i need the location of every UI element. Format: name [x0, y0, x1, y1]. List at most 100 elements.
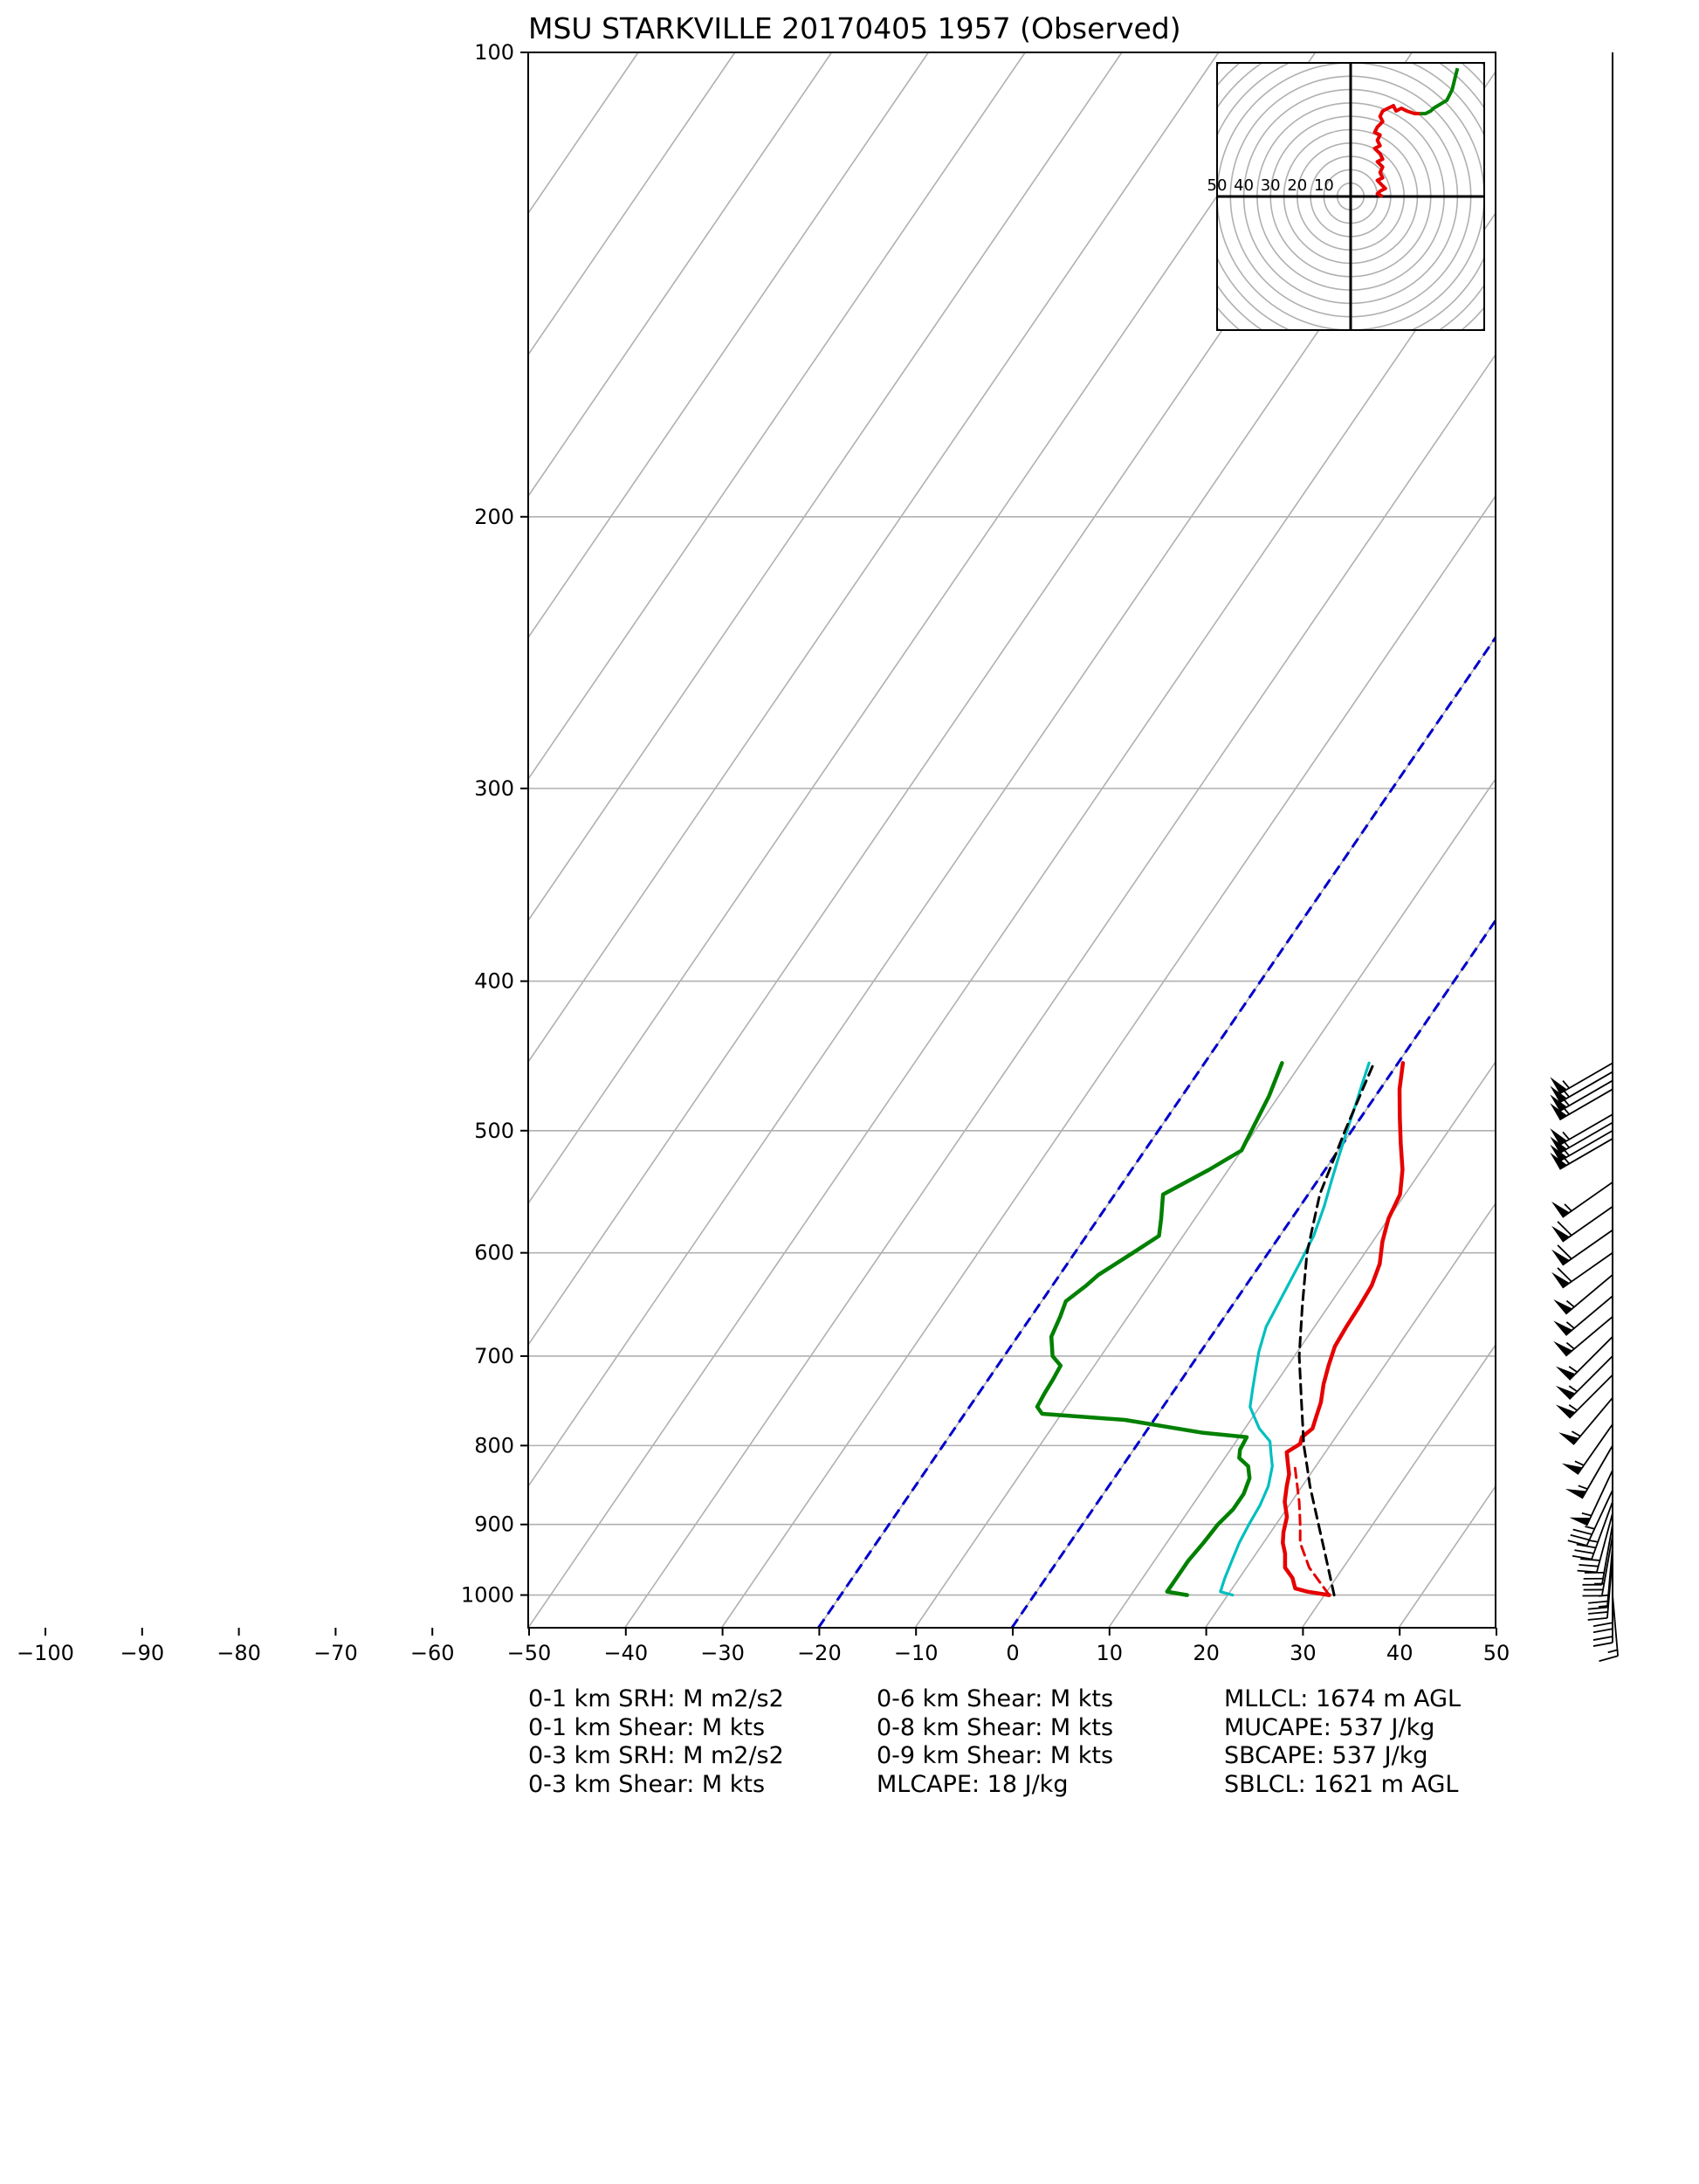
x-tick-label: −70	[313, 1641, 358, 1665]
parcel-virtual-temperature-line	[1293, 1460, 1331, 1597]
wind-barb	[1551, 1205, 1613, 1243]
wind-barb	[1553, 1274, 1613, 1315]
hodograph-ring-label: 20	[1287, 176, 1307, 195]
x-tick-label: −10	[894, 1641, 939, 1665]
x-tick-label: 30	[1290, 1641, 1317, 1665]
isotherm-gridline	[1204, 1202, 1496, 1628]
parcel-path-line	[1297, 1061, 1376, 1597]
wind-barb	[1567, 1490, 1613, 1547]
stat-shear-0-3: 0-3 km Shear: M kts	[528, 1770, 766, 1798]
wind-barb	[1551, 1182, 1613, 1218]
isotherm-gridline	[624, 353, 1496, 1628]
isotherm-gridline	[528, 52, 639, 215]
wind-barb	[1550, 1062, 1613, 1095]
reference-isotherm-line	[817, 635, 1496, 1628]
stats-column-2: 0-6 km Shear: M kts 0-8 km Shear: M kts …	[877, 1685, 1113, 1799]
y-tick-label: 500	[474, 1119, 514, 1143]
x-tick-label: −20	[797, 1641, 842, 1665]
wind-barb	[1569, 1470, 1613, 1526]
stat-mucape: MUCAPE: 537 J/kg	[1224, 1713, 1435, 1741]
wind-barb	[1550, 1088, 1613, 1121]
reference-isotherm-line	[1010, 918, 1496, 1628]
isotherm-gridline	[528, 52, 929, 639]
chart-title: MSU STARKVILLE 20170405 1957 (Observed)	[528, 11, 1181, 45]
isotherm-gridline	[528, 52, 833, 498]
y-tick-label: 600	[474, 1241, 514, 1265]
stat-shear-0-1: 0-1 km Shear: M kts	[528, 1713, 766, 1741]
stat-srh-0-3: 0-3 km SRH: M m2/s2	[528, 1742, 784, 1769]
profile-lines	[1035, 1061, 1406, 1597]
wind-barb	[1555, 1355, 1613, 1401]
wind-barb	[1550, 1138, 1613, 1170]
y-tick-label: 400	[474, 969, 514, 994]
wind-barbs	[1550, 52, 1619, 1663]
wind-barb	[1553, 1316, 1613, 1357]
isotherm-gridline	[1301, 1343, 1496, 1628]
y-tick-label: 800	[474, 1433, 514, 1457]
hodograph-ring-label: 30	[1261, 176, 1281, 195]
wind-barb	[1587, 1557, 1613, 1621]
wind-barb	[1587, 1546, 1613, 1610]
stat-sbcape: SBCAPE: 537 J/kg	[1224, 1742, 1428, 1769]
y-tick-label: 300	[474, 776, 514, 801]
hodograph-inset: 50 40 30 20 10	[1207, 62, 1485, 331]
stat-srh-0-1: 0-1 km SRH: M m2/s2	[528, 1685, 784, 1712]
stat-sblcl: SBLCL: 1621 m AGL	[1224, 1770, 1459, 1798]
x-tick-label: 40	[1386, 1641, 1414, 1665]
x-tick-label: −80	[217, 1641, 261, 1665]
wet-bulb-line	[1219, 1061, 1371, 1597]
y-tick-label: 900	[474, 1512, 514, 1537]
y-tick-label: 1000	[461, 1583, 514, 1608]
wind-barb	[1565, 1444, 1613, 1499]
wind-barb	[1599, 1595, 1619, 1663]
wind-barb	[1555, 1374, 1613, 1419]
wind-barb	[1582, 1524, 1613, 1586]
isotherm-gridline	[1495, 1626, 1496, 1628]
x-tick-label: −40	[603, 1641, 648, 1665]
y-tick-label: 100	[474, 40, 514, 65]
isotherm-gridline	[528, 52, 1026, 781]
stat-mlcape: MLCAPE: 18 J/kg	[877, 1770, 1069, 1798]
hodograph-rings	[1217, 63, 1484, 330]
dewpoint-line	[1035, 1061, 1284, 1597]
hodograph-frame	[1216, 62, 1485, 331]
isotherm-gridline	[528, 52, 1220, 1064]
pressure-axis: 100 200 300 400 500 600 700 800 900 1000	[461, 40, 528, 1608]
isotherm-gridline	[528, 52, 736, 356]
x-tick-label: 0	[1006, 1641, 1019, 1665]
x-tick-label: 20	[1193, 1641, 1220, 1665]
stats-column-3: MLLCL: 1674 m AGL MUCAPE: 537 J/kg SBCAP…	[1224, 1685, 1461, 1799]
hodograph-ring-labels: 50 40 30 20 10	[1207, 176, 1334, 195]
wind-barb	[1558, 1397, 1613, 1445]
x-tick-label: −50	[507, 1641, 552, 1665]
isotherm-gridline	[528, 52, 1123, 922]
x-tick-label: −30	[700, 1641, 745, 1665]
x-tick-label: −60	[410, 1641, 455, 1665]
stat-mllcl: MLLCL: 1674 m AGL	[1224, 1685, 1462, 1712]
stat-shear-0-8: 0-8 km Shear: M kts	[877, 1713, 1114, 1741]
wind-barb	[1551, 1251, 1613, 1289]
reference-lines	[817, 635, 1496, 1628]
hodograph-segment	[1372, 104, 1420, 198]
y-tick-label: 700	[474, 1344, 514, 1368]
x-tick-label: −90	[120, 1641, 164, 1665]
stat-shear-0-9: 0-9 km Shear: M kts	[877, 1742, 1114, 1769]
wind-barb	[1551, 1229, 1613, 1266]
isotherm-gridline	[1108, 1060, 1496, 1628]
wind-barb	[1553, 1295, 1613, 1336]
wind-barb	[1577, 1512, 1613, 1574]
x-tick-label: −100	[17, 1641, 74, 1665]
temperature-line	[1281, 1061, 1406, 1597]
hodograph-ring-label: 10	[1314, 176, 1334, 195]
isotherm-gridline	[528, 52, 1317, 1205]
y-tick-label: 200	[474, 505, 514, 529]
temperature-axis: −100 −90 −80 −70 −60 −50 −40 −30 −20 −10 0 10 20 30 40…	[17, 1627, 1510, 1665]
hodograph-trace	[1372, 67, 1460, 198]
x-tick-label: 10	[1097, 1641, 1124, 1665]
wind-barb	[1592, 1581, 1613, 1647]
isotherm-gridline	[914, 777, 1496, 1628]
stats-column-1: 0-1 km SRH: M m2/s2 0-1 km Shear: M kts …	[528, 1685, 784, 1799]
x-tick-label: 50	[1483, 1641, 1510, 1665]
wind-barb	[1572, 1501, 1613, 1560]
